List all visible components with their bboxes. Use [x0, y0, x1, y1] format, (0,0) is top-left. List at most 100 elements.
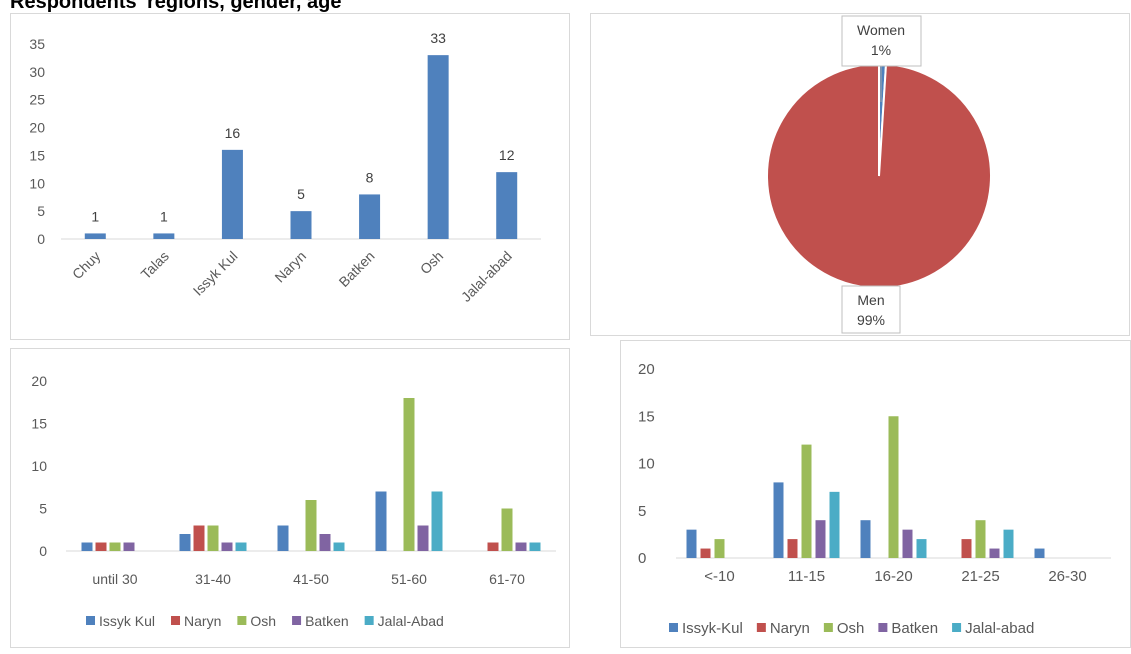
x-tick-label-31-40: 31-40 — [195, 571, 231, 587]
x-tick-label-issyk-kul: Issyk Kul — [190, 248, 241, 299]
x-tick-label-10: <-10 — [704, 568, 734, 585]
y-tick-label: 20 — [31, 373, 47, 389]
data-label-talas: 1 — [160, 208, 168, 224]
y-tick-label: 15 — [31, 416, 47, 432]
legend-swatch-jalal-abad — [364, 616, 374, 625]
y-tick-label: 20 — [638, 361, 655, 378]
bar-issyk-kul-10 — [686, 529, 697, 558]
x-tick-label-osh: Osh — [417, 248, 446, 277]
bar-osh-11-15 — [801, 444, 812, 558]
y-tick-label: 10 — [638, 456, 655, 473]
y-tick-label: 10 — [29, 175, 45, 191]
x-tick-label-talas: Talas — [138, 248, 172, 282]
gender-pie-chart: Women 1% Men 99% — [766, 15, 992, 334]
experience-chart-panel: 0 5 10 15 20 <-10 11-15 16-20 21-25 26-30 Issyk-Ku… — [620, 340, 1131, 648]
legend-swatch-jalal-abad — [952, 623, 962, 632]
regions-bar-chart: 0 5 10 15 20 25 30 35 1 Chuy 1 Talas 16 Issyk Kul 5 Nar… — [29, 30, 541, 305]
bar-talas — [153, 233, 175, 239]
bar-osh-10 — [714, 539, 725, 558]
bar-jalal-abad-31-40 — [235, 542, 247, 551]
age-chart-panel: 0 5 10 15 20 until 30 31-40 41-50 51-60 61-70 Issy… — [10, 348, 570, 648]
bar-jalal-abad-16-20 — [916, 539, 927, 558]
legend-swatch-issyk-kul — [86, 616, 95, 625]
legend-label-osh: Osh — [837, 620, 865, 637]
data-label-osh: 33 — [430, 30, 446, 46]
legend-label-issyk-kul: Issyk Kul — [99, 613, 155, 629]
bar-batken-51-60 — [417, 525, 429, 551]
x-tick-label-51-60: 51-60 — [391, 571, 427, 587]
bar-batken-61-70 — [515, 542, 527, 551]
y-tick-label: 35 — [29, 36, 45, 52]
y-tick-label: 25 — [29, 92, 45, 108]
bar-naryn-10 — [700, 548, 711, 558]
bar-jalal-abad-51-60 — [431, 491, 443, 551]
bar-batken-11-15 — [815, 520, 826, 558]
bar-batken-41-50 — [319, 534, 331, 551]
bar-naryn-31-40 — [193, 525, 205, 551]
data-label-naryn: 5 — [297, 186, 305, 202]
bar-batken — [359, 194, 381, 239]
y-tick-label: 30 — [29, 64, 45, 80]
legend-swatch-naryn — [171, 616, 181, 625]
bar-issyk-kul-11-15 — [773, 482, 784, 558]
bar-jalal-abad-61-70 — [529, 542, 541, 551]
bar-naryn-21-25 — [961, 539, 972, 558]
bar-issyk-kul-16-20 — [860, 520, 871, 558]
bar-osh — [427, 55, 449, 240]
y-tick-label: 0 — [39, 543, 47, 559]
x-tick-label-16-20: 16-20 — [874, 568, 912, 585]
bar-naryn-11-15 — [787, 539, 798, 558]
bar-osh-41-50 — [305, 500, 317, 551]
label-box-men — [841, 285, 901, 334]
bar-jalal-abad — [496, 172, 518, 239]
bar-naryn — [290, 211, 312, 239]
label-box-women — [841, 15, 922, 67]
x-tick-label-jalal-abad: Jalal-abad — [458, 248, 515, 305]
pie-label-women: Women — [857, 22, 905, 38]
bar-naryn-61-70 — [487, 542, 499, 551]
gender-chart-panel: Women 1% Men 99% — [590, 13, 1130, 336]
legend-label-issyk-kul: Issyk-Kul — [682, 620, 743, 637]
y-tick-label: 5 — [638, 503, 646, 520]
bar-naryn-until-30 — [95, 542, 107, 551]
y-tick-label: 0 — [37, 231, 45, 247]
y-tick-label: 5 — [39, 501, 47, 517]
bar-issyk-kul-31-40 — [179, 534, 191, 551]
bar-batken-21-25 — [989, 548, 1000, 558]
x-tick-label-until-30: until 30 — [92, 571, 137, 587]
bar-issyk-kul-26-30 — [1034, 548, 1045, 558]
pie-label-men: Men — [857, 292, 884, 308]
x-tick-label-41-50: 41-50 — [293, 571, 329, 587]
data-label-chuy: 1 — [91, 208, 99, 224]
x-tick-label-chuy: Chuy — [69, 248, 103, 282]
y-tick-label: 15 — [29, 147, 45, 163]
bar-osh-51-60 — [403, 398, 415, 551]
legend-swatch-issyk-kul — [669, 623, 678, 632]
x-tick-label-21-25: 21-25 — [961, 568, 999, 585]
bar-jalal-abad-41-50 — [333, 542, 345, 551]
bar-batken-31-40 — [221, 542, 233, 551]
bar-batken-16-20 — [902, 529, 913, 558]
bar-jalal-abad-21-25 — [1003, 529, 1014, 558]
bar-issyk-kul-until-30 — [81, 542, 93, 551]
x-tick-label-26-30: 26-30 — [1048, 568, 1086, 585]
bar-osh-31-40 — [207, 525, 219, 551]
bar-osh-16-20 — [888, 416, 899, 558]
x-tick-label-11-15: 11-15 — [788, 568, 825, 585]
bar-osh-21-25 — [975, 520, 986, 558]
legend-label-jalal-abad: Jalal-Abad — [378, 613, 444, 629]
y-tick-label: 10 — [31, 458, 47, 474]
x-tick-label-batken: Batken — [336, 248, 378, 290]
age-bar-chart: 0 5 10 15 20 until 30 31-40 41-50 51-60 61-70 Issy… — [31, 373, 556, 629]
y-tick-label: 5 — [37, 203, 45, 219]
bar-osh-61-70 — [501, 508, 513, 551]
legend-label-jalal-abad: Jalal-abad — [965, 620, 1034, 637]
legend-label-osh: Osh — [250, 613, 276, 629]
bar-batken-until-30 — [123, 542, 135, 551]
legend-label-batken: Batken — [891, 620, 938, 637]
pie-pct-women: 1% — [871, 42, 891, 58]
data-label-issyk-kul: 16 — [225, 125, 241, 141]
legend-swatch-osh — [237, 616, 247, 625]
bar-osh-until-30 — [109, 542, 121, 551]
pie-pct-men: 99% — [857, 312, 885, 328]
